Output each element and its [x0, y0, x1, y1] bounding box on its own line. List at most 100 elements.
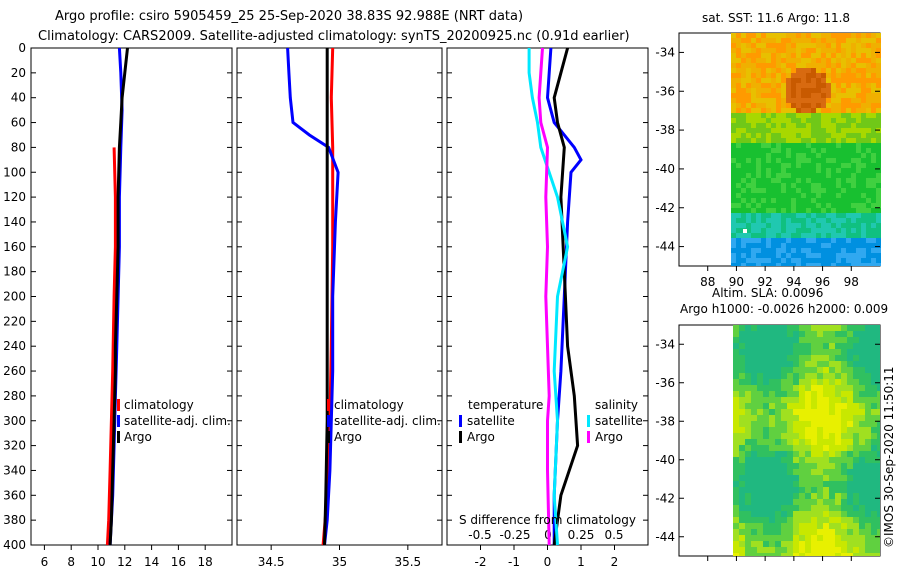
sst-cell — [846, 138, 851, 143]
sla-cell — [817, 529, 823, 535]
sst-cell — [836, 128, 841, 133]
sla-cell — [733, 361, 739, 367]
sst-cell — [776, 133, 781, 138]
sst-cell — [781, 33, 786, 38]
legend3-t-argo: Argo — [467, 430, 495, 444]
sla-map: Altim. SLA: 0.0096 Argo h1000: -0.0026 h… — [655, 286, 888, 561]
sla-cell — [811, 331, 817, 337]
sst-cell — [846, 208, 851, 213]
sst-cell — [761, 238, 766, 243]
sla-cell — [877, 463, 880, 469]
sst-cell — [851, 248, 856, 253]
sla-cell — [733, 415, 739, 421]
sla-cell — [871, 361, 877, 367]
sst-cell — [816, 48, 821, 53]
sla-cell — [877, 409, 880, 415]
sst-cell — [801, 98, 806, 103]
sst-cell — [736, 233, 741, 238]
sst-cell — [761, 193, 766, 198]
sst-cell — [781, 123, 786, 128]
sst-cell — [856, 258, 861, 263]
sst-cell — [846, 103, 851, 108]
sst-cell — [826, 78, 831, 83]
sst-cell — [731, 198, 736, 203]
sst-cell — [846, 93, 851, 98]
sla-cell — [751, 481, 757, 487]
sla-cell — [751, 343, 757, 349]
lat-tick-label: -44 — [655, 240, 675, 254]
sst-cell — [801, 48, 806, 53]
sla-cell — [853, 529, 859, 535]
sla-cell — [859, 409, 865, 415]
sla-cell — [745, 361, 751, 367]
sla-cell — [871, 451, 877, 457]
sla-cell — [757, 541, 763, 547]
sst-cell — [771, 188, 776, 193]
sla-cell — [853, 361, 859, 367]
sst-cell — [861, 228, 866, 233]
sst-cell — [816, 143, 821, 148]
sst-cell — [801, 203, 806, 208]
sst-cell — [751, 83, 756, 88]
sst-cell — [806, 108, 811, 113]
sst-cell — [796, 193, 801, 198]
sla-cell — [739, 457, 745, 463]
sla-cell — [733, 403, 739, 409]
sla-cell — [871, 523, 877, 529]
sla-cell — [835, 469, 841, 475]
sst-cell — [876, 238, 881, 243]
sst-cell — [771, 198, 776, 203]
x-tick-label: 14 — [144, 555, 159, 569]
sst-cell — [786, 33, 791, 38]
sst-cell — [866, 113, 871, 118]
sla-cell — [757, 457, 763, 463]
x-tick-label: 12 — [117, 555, 132, 569]
sst-cell — [756, 88, 761, 93]
sla-cell — [805, 451, 811, 457]
sst-cell — [766, 198, 771, 203]
sla-cell — [859, 529, 865, 535]
sst-cell — [776, 73, 781, 78]
sst-cell — [836, 238, 841, 243]
sla-cell — [769, 481, 775, 487]
sla-cell — [775, 331, 781, 337]
depth-tick-label: 340 — [3, 463, 26, 477]
sla-cell — [817, 481, 823, 487]
sst-cell — [746, 163, 751, 168]
sst-cell — [866, 218, 871, 223]
sst-cell — [741, 108, 746, 113]
sst-cell — [851, 143, 856, 148]
sst-cell — [846, 68, 851, 73]
sla-cell — [733, 487, 739, 493]
sst-cell — [806, 223, 811, 228]
sla-cell — [877, 361, 880, 367]
sla-cell — [775, 391, 781, 397]
sla-cell — [781, 469, 787, 475]
sst-cell — [751, 168, 756, 173]
sla-cell — [805, 391, 811, 397]
sla-cell — [847, 493, 853, 499]
sst-cell — [771, 108, 776, 113]
sst-cell — [786, 198, 791, 203]
sst-cell — [826, 223, 831, 228]
sst-cell — [811, 133, 816, 138]
sst-cell — [871, 198, 876, 203]
sst-cell — [776, 233, 781, 238]
sla-cell — [787, 343, 793, 349]
sla-cell — [787, 451, 793, 457]
sla-cell — [739, 541, 745, 547]
sst-cell — [856, 123, 861, 128]
sla-cell — [823, 529, 829, 535]
sst-cell — [761, 88, 766, 93]
sst-cell — [756, 98, 761, 103]
sst-cell — [851, 198, 856, 203]
sla-cell — [847, 451, 853, 457]
sla-cell — [769, 349, 775, 355]
sla-cell — [877, 427, 880, 433]
sla-cell — [823, 439, 829, 445]
sla-cell — [769, 337, 775, 343]
sst-cell — [761, 183, 766, 188]
sst-cell — [756, 73, 761, 78]
sla-cell — [847, 337, 853, 343]
lon-tick-label: 92 — [758, 275, 773, 289]
